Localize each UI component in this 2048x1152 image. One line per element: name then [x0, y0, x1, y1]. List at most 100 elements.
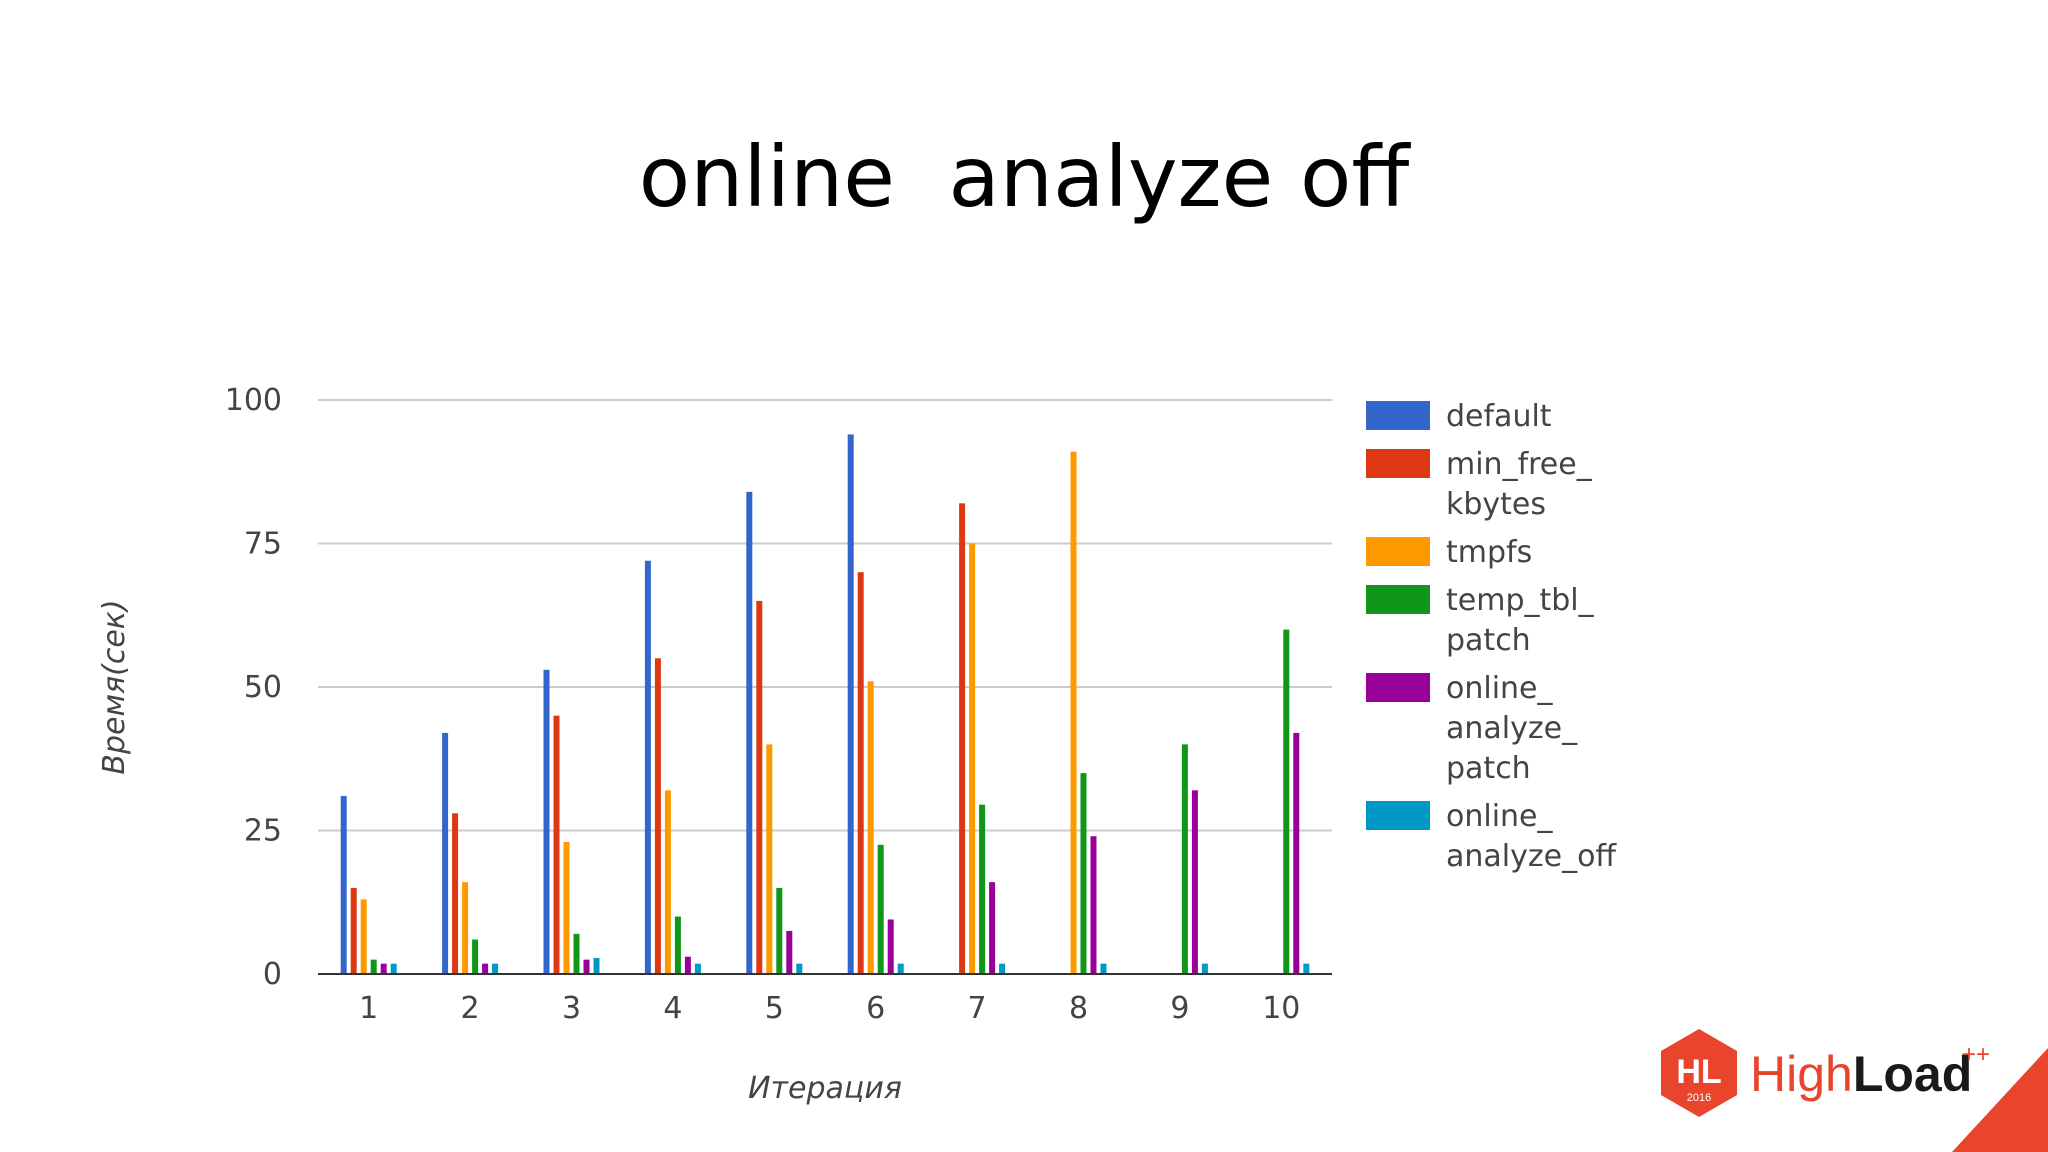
bar-tmpfs [462, 882, 469, 974]
y-tick-label: 75 [244, 527, 282, 562]
bar-online_analyze_off [1201, 963, 1208, 974]
x-axis-title: Итерация [748, 1071, 902, 1106]
bar-temp_tbl_patch [674, 916, 681, 974]
bar-tmpfs [766, 744, 773, 974]
bar-default [847, 434, 854, 974]
hl-badge-icon [1661, 1029, 1737, 1117]
x-axis-ticks: 1 2 3 4 5 6 7 8 9 10 [359, 991, 1300, 1026]
legend-label: patch [1446, 751, 1531, 786]
legend-swatch [1366, 673, 1430, 702]
bar-tmpfs [969, 543, 976, 974]
x-tick-label: 2 [461, 991, 480, 1026]
legend-label: analyze_ [1446, 711, 1578, 746]
x-tick-label: 9 [1170, 991, 1189, 1026]
bar-online_analyze_off [1100, 963, 1107, 974]
brand-name-part1: High [1750, 1046, 1853, 1102]
legend-label: online_ [1446, 799, 1554, 834]
x-tick-label: 1 [359, 991, 378, 1026]
x-tick-label: 3 [562, 991, 581, 1026]
y-tick-label: 50 [244, 670, 282, 705]
hl-badge-text: HL [1676, 1053, 1721, 1091]
legend-label: tmpfs [1446, 535, 1532, 570]
y-tick-label: 25 [244, 814, 282, 849]
bar-default [644, 560, 651, 974]
x-tick-label: 10 [1262, 991, 1300, 1026]
legend-label: kbytes [1446, 487, 1546, 522]
bar-min_free_kbytes [350, 887, 357, 974]
x-tick-label: 4 [663, 991, 682, 1026]
y-tick-label: 0 [263, 957, 282, 992]
bar-temp_tbl_patch [370, 959, 377, 974]
bar-min_free_kbytes [452, 813, 459, 974]
highload-logo: HL 2016 HighLoad ++ [1661, 1029, 2048, 1152]
bar-default [442, 732, 449, 974]
x-tick-label: 6 [866, 991, 885, 1026]
x-tick-label: 5 [765, 991, 784, 1026]
bar-online_analyze_off [593, 957, 600, 974]
bar-temp_tbl_patch [979, 804, 986, 974]
legend-label: temp_tbl_ [1446, 583, 1595, 618]
brand-superscript: ++ [1962, 1041, 1990, 1068]
bar-online_analyze_patch [989, 882, 996, 974]
legend-swatch [1366, 401, 1430, 430]
bar-temp_tbl_patch [472, 939, 479, 974]
bar-online_analyze_off [796, 963, 803, 974]
bar-online_analyze_patch [1191, 790, 1198, 974]
bar-online_analyze_off [1303, 963, 1310, 974]
corner-accent-shape [1952, 1048, 2048, 1152]
bars [340, 434, 1310, 974]
bar-tmpfs [867, 681, 874, 974]
legend-swatch [1366, 801, 1430, 830]
y-tick-label: 100 [225, 383, 282, 418]
bar-tmpfs [360, 899, 367, 974]
bar-online_analyze_patch [887, 919, 894, 974]
bar-tmpfs [563, 841, 570, 974]
brand-name: HighLoad [1750, 1046, 1972, 1102]
bar-tmpfs [1070, 451, 1077, 974]
bar-min_free_kbytes [553, 715, 560, 974]
bar-online_analyze_off [999, 963, 1006, 974]
bar-min_free_kbytes [654, 658, 661, 974]
bar-online_analyze_patch [786, 930, 793, 974]
legend-swatch [1366, 585, 1430, 614]
bar-online_analyze_off [492, 963, 499, 974]
slide-title: online analyze off [638, 128, 1410, 226]
legend-label: online_ [1446, 671, 1554, 706]
bar-online_analyze_off [390, 963, 397, 974]
bar-temp_tbl_patch [1283, 629, 1290, 974]
bar-online_analyze_off [694, 963, 701, 974]
bar-online_analyze_patch [380, 963, 387, 974]
bar-min_free_kbytes [959, 503, 966, 974]
bar-online_analyze_patch [684, 956, 691, 974]
bar-online_analyze_off [897, 963, 904, 974]
y-axis-ticks: 0 25 50 75 100 [225, 383, 282, 992]
hl-badge-year: 2016 [1687, 1092, 1711, 1104]
bar-tmpfs [664, 790, 671, 974]
bar-online_analyze_patch [482, 963, 489, 974]
legend-swatch [1366, 537, 1430, 566]
grid-lines [318, 399, 1332, 832]
x-tick-label: 8 [1069, 991, 1088, 1026]
y-axis-title: Время(сек) [97, 599, 132, 774]
bar-temp_tbl_patch [877, 844, 884, 974]
legend-label: patch [1446, 623, 1531, 658]
bar-min_free_kbytes [756, 600, 763, 974]
bar-default [340, 796, 347, 974]
legend-label: min_free_ [1446, 447, 1593, 482]
bar-temp_tbl_patch [776, 887, 783, 974]
legend-label: analyze_off [1446, 839, 1617, 874]
bar-temp_tbl_patch [573, 933, 580, 974]
bar-temp_tbl_patch [1080, 773, 1087, 974]
bar-online_analyze_patch [1293, 732, 1300, 974]
bar-online_analyze_patch [1090, 836, 1097, 974]
legend-swatch [1366, 449, 1430, 478]
bar-default [543, 669, 550, 974]
bar-online_analyze_patch [583, 959, 590, 974]
legend: default min_free_kbytes tmpfs temp_tbl_patc… [1366, 399, 1617, 874]
bar-temp_tbl_patch [1181, 744, 1188, 974]
bar-min_free_kbytes [857, 572, 864, 974]
legend-label: default [1446, 399, 1552, 434]
brand-name-part2: Load [1853, 1046, 1972, 1102]
bar-default [746, 491, 753, 974]
